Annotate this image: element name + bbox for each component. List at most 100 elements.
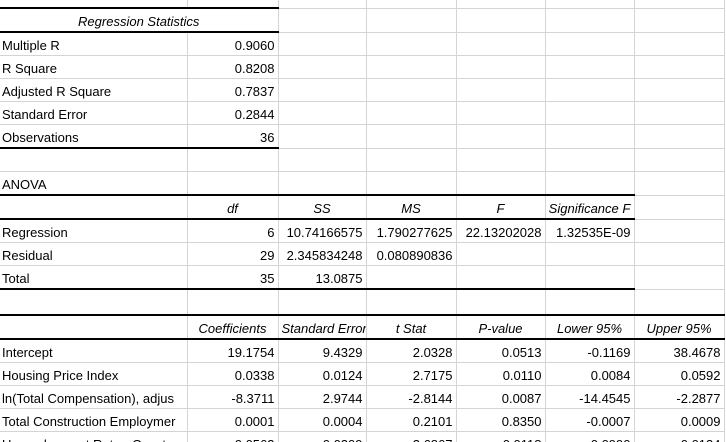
cell[interactable]: [366, 8, 457, 33]
cell[interactable]: [634, 0, 725, 9]
cell[interactable]: [634, 289, 725, 316]
cell[interactable]: [634, 242, 725, 266]
cell-constr-emp-se[interactable]: 0.0004: [278, 408, 367, 432]
cell[interactable]: [634, 32, 725, 56]
cell-anova-residual-ss[interactable]: 2.345834248: [278, 242, 367, 266]
cell-unemp-t-stat[interactable]: -2.6867: [366, 431, 457, 442]
cell-constr-emp-p-value[interactable]: 0.8350: [456, 408, 546, 432]
cell[interactable]: [366, 101, 457, 125]
cell-housing-p-value[interactable]: 0.0110: [456, 362, 546, 386]
coefficients-header-lower-95[interactable]: Lower 95%: [545, 315, 635, 340]
cell[interactable]: [278, 124, 367, 149]
cell[interactable]: [187, 148, 279, 172]
cell-ln-comp-t-stat[interactable]: -2.8144: [366, 385, 457, 409]
cell-ln-comp-p-value[interactable]: 0.0087: [456, 385, 546, 409]
cell[interactable]: [634, 55, 725, 79]
cell-intercept-label[interactable]: Intercept: [0, 339, 188, 363]
cell-anova-residual-label[interactable]: Residual: [0, 242, 188, 266]
cell[interactable]: [545, 8, 635, 33]
cell[interactable]: [278, 0, 367, 9]
cell[interactable]: [278, 148, 367, 172]
cell[interactable]: [545, 289, 635, 316]
cell-anova-total-label[interactable]: Total: [0, 265, 188, 290]
cell[interactable]: [634, 124, 725, 149]
cell[interactable]: [278, 32, 367, 56]
cell[interactable]: [0, 315, 188, 340]
cell-anova-regression-df[interactable]: 6: [187, 219, 279, 243]
cell-anova-total-ss[interactable]: 13.0875: [278, 265, 367, 290]
cell-intercept-se[interactable]: 9.4329: [278, 339, 367, 363]
cell[interactable]: [278, 101, 367, 125]
cell-anova-regression-label[interactable]: Regression: [0, 219, 188, 243]
cell[interactable]: [187, 289, 279, 316]
cell-constr-emp-label[interactable]: Total Construction Employmer: [0, 408, 188, 432]
coefficients-header-upper-95[interactable]: Upper 95%: [634, 315, 725, 340]
cell-observations-label[interactable]: Observations: [0, 124, 188, 149]
cell-unemp-p-value[interactable]: 0.0118: [456, 431, 546, 442]
cell[interactable]: [545, 78, 635, 102]
cell[interactable]: [634, 195, 725, 220]
cell-constr-emp-coef[interactable]: 0.0001: [187, 408, 279, 432]
cell[interactable]: [634, 78, 725, 102]
cell[interactable]: [366, 171, 457, 196]
cell[interactable]: [545, 0, 635, 9]
cell-intercept-lower[interactable]: -0.1169: [545, 339, 635, 363]
anova-header-ss[interactable]: SS: [278, 195, 367, 220]
cell[interactable]: [366, 124, 457, 149]
cell[interactable]: [634, 148, 725, 172]
cell-intercept-p-value[interactable]: 0.0513: [456, 339, 546, 363]
cell-housing-coef[interactable]: 0.0338: [187, 362, 279, 386]
cell[interactable]: [545, 32, 635, 56]
cell-standard-error-label[interactable]: Standard Error: [0, 101, 188, 125]
cell[interactable]: [545, 124, 635, 149]
cell-ln-comp-se[interactable]: 2.9744: [278, 385, 367, 409]
cell[interactable]: [278, 171, 367, 196]
cell[interactable]: [634, 265, 725, 290]
anova-header-ms[interactable]: MS: [366, 195, 457, 220]
cell-observations-value[interactable]: 36: [187, 124, 279, 149]
cell[interactable]: [456, 242, 546, 266]
cell-adjusted-r-square-value[interactable]: 0.7837: [187, 78, 279, 102]
cell-constr-emp-t-stat[interactable]: 0.2101: [366, 408, 457, 432]
cell[interactable]: [545, 265, 635, 290]
cell-anova-residual-df[interactable]: 29: [187, 242, 279, 266]
cell-adjusted-r-square-label[interactable]: Adjusted R Square: [0, 78, 188, 102]
cell[interactable]: [456, 55, 546, 79]
cell[interactable]: [456, 101, 546, 125]
cell-anova-regression-sig-f[interactable]: 1.32535E-09: [545, 219, 635, 243]
cell[interactable]: [634, 171, 725, 196]
cell-anova-regression-ms[interactable]: 1.790277625: [366, 219, 457, 243]
cell-housing-lower[interactable]: 0.0084: [545, 362, 635, 386]
cell[interactable]: [278, 55, 367, 79]
cell[interactable]: [456, 32, 546, 56]
coefficients-header-t-stat[interactable]: t Stat: [366, 315, 457, 340]
cell[interactable]: [0, 195, 188, 220]
coefficients-header-coefficients[interactable]: Coefficients: [187, 315, 279, 340]
cell[interactable]: [366, 289, 457, 316]
anova-header-f[interactable]: F: [456, 195, 546, 220]
cell[interactable]: [456, 148, 546, 172]
cell[interactable]: [187, 171, 279, 196]
cell[interactable]: [366, 32, 457, 56]
cell[interactable]: [0, 0, 188, 9]
cell-anova-total-df[interactable]: 35: [187, 265, 279, 290]
cell[interactable]: [545, 101, 635, 125]
cell[interactable]: [366, 0, 457, 9]
cell[interactable]: [456, 124, 546, 149]
regression-statistics-title[interactable]: Regression Statistics: [0, 8, 279, 33]
anova-header-significance-f[interactable]: Significance F: [545, 195, 635, 220]
cell[interactable]: [278, 78, 367, 102]
anova-header-df[interactable]: df: [187, 195, 279, 220]
cell-unemp-coef[interactable]: -0.0562: [187, 431, 279, 442]
cell-multiple-r-label[interactable]: Multiple R: [0, 32, 188, 56]
cell-ln-comp-lower[interactable]: -14.4545: [545, 385, 635, 409]
cell-intercept-coef[interactable]: 19.1754: [187, 339, 279, 363]
cell-unemp-upper[interactable]: -0.0134: [634, 431, 725, 442]
cell[interactable]: [278, 289, 367, 316]
cell[interactable]: [366, 78, 457, 102]
cell-r-square-value[interactable]: 0.8208: [187, 55, 279, 79]
cell-constr-emp-lower[interactable]: -0.0007: [545, 408, 635, 432]
cell-ln-comp-upper[interactable]: -2.2877: [634, 385, 725, 409]
cell[interactable]: [366, 148, 457, 172]
cell[interactable]: [456, 265, 546, 290]
